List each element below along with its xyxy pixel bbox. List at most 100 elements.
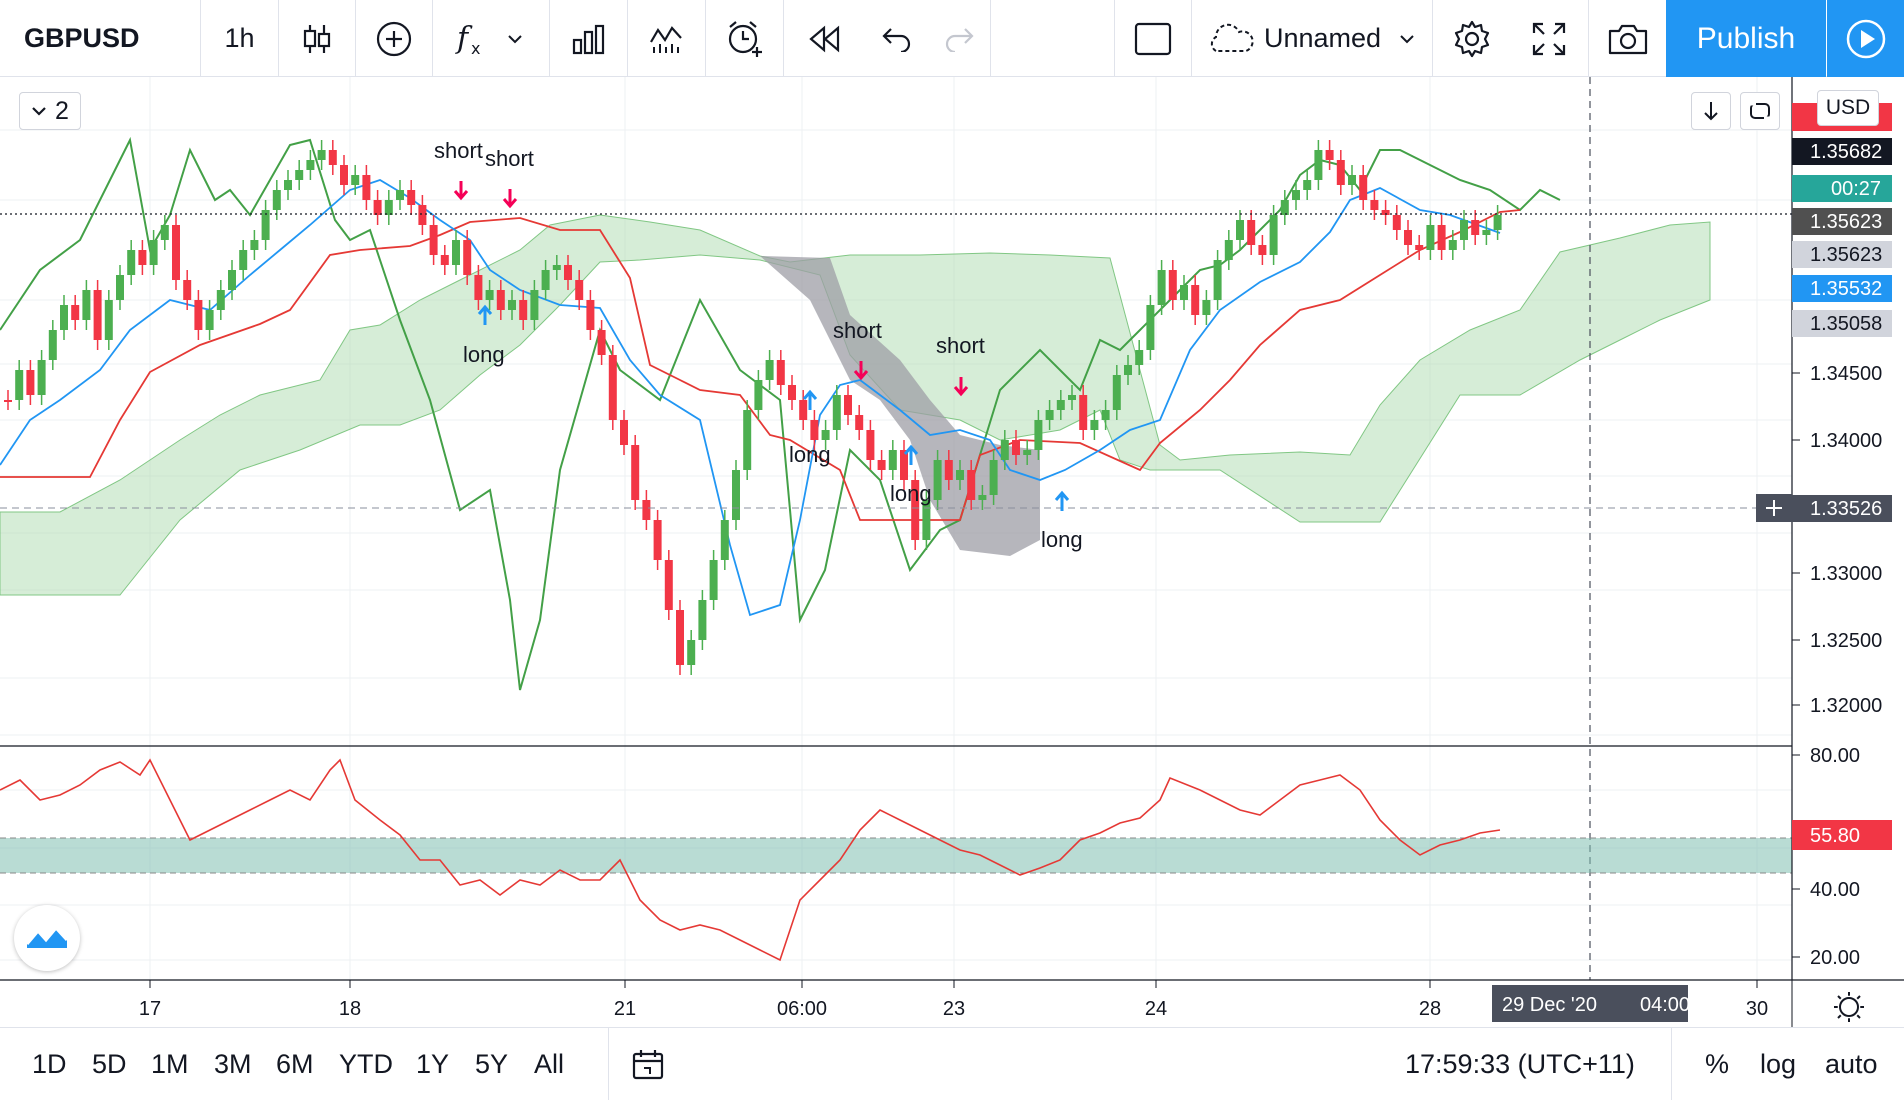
candle-body (250, 240, 259, 250)
candle-body (1336, 160, 1345, 185)
templates-button[interactable] (628, 0, 705, 77)
ichimoku-cloud (0, 214, 1711, 596)
candle-body (317, 150, 326, 160)
interval-label: 1h (224, 23, 255, 53)
snapshot-button[interactable] (1589, 0, 1666, 77)
tradingview-logo[interactable] (14, 905, 80, 971)
publish-button[interactable]: Publish (1666, 0, 1826, 77)
currency-button[interactable]: USD (1817, 90, 1879, 126)
rsi-line (0, 758, 1501, 962)
candle-body (877, 460, 886, 470)
long-arrow-icon (903, 444, 919, 465)
time-tick-label: 18 (339, 998, 361, 1020)
candle-body (418, 205, 427, 225)
percent-scale-button[interactable]: % (1705, 1028, 1729, 1100)
candle-body (788, 385, 796, 400)
fullscreen-button[interactable] (1510, 0, 1588, 77)
range-label: 1D (32, 1049, 67, 1079)
candle-body (1292, 190, 1300, 200)
range-6m-button[interactable]: 6M (276, 1028, 314, 1100)
range-5d-button[interactable]: 5D (92, 1028, 127, 1100)
rsi-band (0, 838, 1792, 873)
candle-body (631, 445, 640, 500)
price-tick-label: 1.34000 (1810, 430, 1882, 452)
sun-ray (1856, 995, 1861, 1000)
kijun-sen-line (0, 209, 1521, 521)
price-label-tenkan-bg (1792, 275, 1892, 302)
auto-scale-button[interactable]: auto (1825, 1028, 1878, 1100)
range-all-button[interactable]: All (534, 1028, 564, 1100)
candle-body (1370, 200, 1379, 210)
symbol-search-button[interactable]: GBPUSD (0, 0, 200, 77)
range-1d-button[interactable]: 1D (32, 1028, 67, 1100)
candle-body (183, 280, 192, 300)
long-arrow-icon (477, 304, 493, 325)
compare-add-symbol-button[interactable] (356, 0, 432, 77)
candle-body (138, 250, 147, 265)
redo-button[interactable] (928, 0, 990, 77)
symbol-label: GBPUSD (24, 23, 140, 53)
price-tick-label: 1.33000 (1810, 563, 1882, 585)
range-1m-button[interactable]: 1M (151, 1028, 189, 1100)
price-label-chikou: 1.35058 (1810, 313, 1882, 335)
rsi-tick-label: 40.00 (1810, 879, 1860, 901)
timezone-button[interactable]: 17:59:33 (UTC+11) (1405, 1028, 1635, 1100)
redo-icon (945, 27, 974, 52)
candle-body (160, 225, 169, 240)
candle-body (1348, 175, 1356, 185)
fullscreen-toggle-button[interactable] (1115, 0, 1191, 77)
candle-body (967, 470, 976, 500)
short-arrow-icon (853, 361, 869, 381)
candle-body (1124, 365, 1132, 375)
financials-button[interactable] (550, 0, 627, 77)
replay-play-button[interactable] (1827, 0, 1904, 77)
crosshair-time-label: 04:00 (1640, 994, 1690, 1016)
candle-body (1493, 215, 1502, 230)
signal-label-short: short (936, 333, 985, 358)
range-ytd-button[interactable]: YTD (339, 1028, 393, 1100)
interval-button[interactable]: 1h (201, 0, 278, 77)
candle-body (429, 225, 438, 255)
settings-button[interactable] (1433, 0, 1510, 77)
candle-body (1079, 395, 1088, 430)
reset-icon (1750, 102, 1770, 120)
range-5y-button[interactable]: 5Y (475, 1028, 508, 1100)
candle-body (104, 300, 113, 340)
candle-body (384, 200, 393, 215)
play-circle-icon (1846, 19, 1885, 58)
sun-core (1839, 997, 1859, 1017)
legend-collapse-button[interactable]: 2 (19, 92, 81, 130)
log-scale-button[interactable]: log (1760, 1028, 1796, 1100)
candle-body (608, 355, 617, 420)
candle-body (1034, 420, 1043, 450)
theme-toggle-icon[interactable] (1834, 992, 1864, 1022)
scroll-to-realtime-button[interactable] (1691, 92, 1731, 130)
candle-body (328, 150, 337, 165)
alert-button[interactable] (706, 0, 783, 77)
undo-button[interactable] (866, 0, 928, 77)
go-to-date-button[interactable] (630, 1028, 670, 1100)
range-1y-button[interactable]: 1Y (416, 1028, 449, 1100)
time-tick-label: 28 (1419, 998, 1441, 1020)
layout-menu-button[interactable]: Unnamed (1192, 0, 1432, 77)
camera-icon (1608, 24, 1647, 54)
candle-body (93, 290, 102, 340)
candle-body (1460, 220, 1468, 240)
candle-body (306, 160, 315, 170)
replay-button[interactable] (784, 0, 866, 77)
reset-scale-button[interactable] (1740, 92, 1780, 130)
chart-type-button[interactable] (279, 0, 355, 77)
candle-body (552, 265, 561, 270)
rewind-icon (809, 25, 840, 52)
range-3m-button[interactable]: 3M (214, 1028, 252, 1100)
crosshair-time-bg (1492, 985, 1688, 1022)
rsi-tick-label: 20.00 (1810, 947, 1860, 969)
candle-body (37, 360, 46, 395)
price-chart[interactable]: short shortshortshortlonglonglonglong1.34… (0, 77, 1904, 1027)
candle-body (1303, 180, 1312, 190)
bar-chart-icon (572, 24, 604, 54)
candle-body (1191, 285, 1200, 315)
range-label: All (534, 1049, 565, 1079)
svg-text:x: x (471, 39, 480, 58)
